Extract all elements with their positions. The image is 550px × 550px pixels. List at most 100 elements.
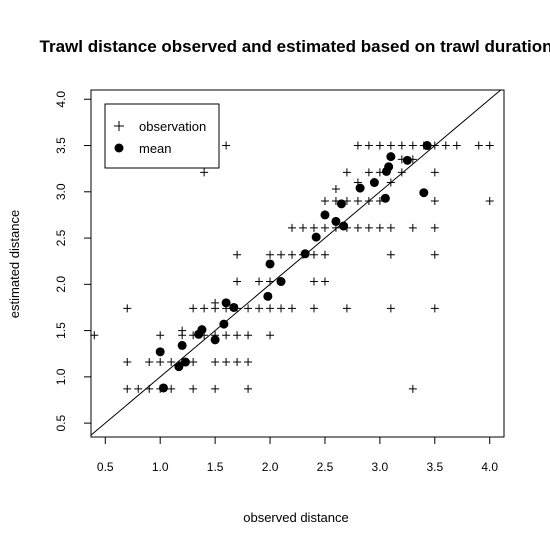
mean-point xyxy=(339,221,349,231)
mean-point xyxy=(219,319,229,329)
observation-point xyxy=(145,358,154,367)
observation-point xyxy=(430,223,439,232)
observation-point xyxy=(430,197,439,206)
x-tick-label: 3.0 xyxy=(372,460,389,474)
plot-frame xyxy=(90,89,505,438)
observation-point xyxy=(189,304,198,313)
observation-point xyxy=(255,304,264,313)
observation-point xyxy=(375,223,384,232)
observation-point xyxy=(309,223,318,232)
mean-point xyxy=(402,155,412,165)
observation-point xyxy=(441,141,450,150)
legend-mean-marker xyxy=(114,143,124,153)
mean-point xyxy=(355,183,365,193)
observation-point xyxy=(386,304,395,313)
observation-point xyxy=(211,298,220,307)
mean-point xyxy=(221,298,231,308)
observation-point xyxy=(288,223,297,232)
mean-point xyxy=(380,193,390,203)
y-tick-label: 3.0 xyxy=(54,183,68,200)
x-axis: 0.5 1.0 1.5 2.0 2.5 3.0 3.5 4.0 xyxy=(97,437,498,474)
observation-point xyxy=(397,168,406,177)
x-axis-label: observed distance xyxy=(243,510,349,525)
observation-point xyxy=(408,223,417,232)
y-tick-label: 1.5 xyxy=(54,322,68,339)
mean-point xyxy=(263,291,273,301)
mean-point xyxy=(369,178,379,188)
mean-point xyxy=(336,199,346,209)
observation-point xyxy=(244,331,253,340)
observation-point xyxy=(364,223,373,232)
y-tick-label: 0.5 xyxy=(54,414,68,431)
y-tick-label: 1.0 xyxy=(54,368,68,385)
observation-point xyxy=(408,384,417,393)
observation-point xyxy=(342,168,351,177)
x-tick-label: 4.0 xyxy=(481,460,498,474)
mean-point xyxy=(311,232,321,242)
observation-point xyxy=(364,168,373,177)
observation-point xyxy=(255,277,264,286)
observation-point xyxy=(211,384,220,393)
mean-point xyxy=(265,259,275,269)
observation-point xyxy=(386,223,395,232)
mean-point xyxy=(158,383,168,393)
mean-point xyxy=(419,188,429,198)
observation-point xyxy=(288,250,297,259)
observation-point xyxy=(331,185,340,194)
observation-point xyxy=(320,197,329,206)
observation-point xyxy=(266,331,275,340)
observation-points xyxy=(90,141,494,393)
observation-point xyxy=(288,304,297,313)
x-tick-label: 3.5 xyxy=(426,460,443,474)
observation-point xyxy=(408,141,417,150)
observation-point xyxy=(309,277,318,286)
observation-point xyxy=(397,141,406,150)
observation-point xyxy=(189,384,198,393)
observation-point xyxy=(156,331,165,340)
chart-title: Trawl distance observed and estimated ba… xyxy=(40,37,550,56)
observation-point xyxy=(485,197,494,206)
observation-point xyxy=(123,358,132,367)
observation-point xyxy=(386,250,395,259)
mean-point xyxy=(155,347,165,357)
observation-point xyxy=(266,304,275,313)
observation-point xyxy=(298,223,307,232)
observation-point xyxy=(123,384,132,393)
legend-observation-label: observation xyxy=(139,119,206,134)
observation-point xyxy=(233,277,242,286)
mean-point xyxy=(384,162,394,172)
observation-point xyxy=(244,304,253,313)
observation-point xyxy=(474,141,483,150)
legend-box xyxy=(104,103,220,169)
observation-point xyxy=(386,178,395,187)
observation-point xyxy=(320,223,329,232)
mean-point xyxy=(177,340,187,350)
observation-point xyxy=(266,250,275,259)
observation-point xyxy=(320,277,329,286)
observation-point xyxy=(90,331,99,340)
observation-point xyxy=(364,197,373,206)
mean-point xyxy=(229,302,239,312)
observation-point xyxy=(353,223,362,232)
observation-point xyxy=(353,141,362,150)
plot-area xyxy=(90,89,505,438)
observation-point xyxy=(167,358,176,367)
x-tick-label: 2.0 xyxy=(262,460,279,474)
observation-point xyxy=(189,358,198,367)
x-tick-label: 2.5 xyxy=(317,460,334,474)
observation-point xyxy=(386,141,395,150)
y-tick-label: 3.5 xyxy=(54,137,68,154)
observation-point xyxy=(178,326,187,335)
mean-point xyxy=(174,362,184,372)
observation-point xyxy=(233,331,242,340)
observation-point xyxy=(277,304,286,313)
reference-line-group xyxy=(90,89,502,436)
observation-point xyxy=(200,304,209,313)
observation-point xyxy=(167,384,176,393)
y-axis-label: estimated distance xyxy=(7,210,22,318)
observation-point xyxy=(277,250,286,259)
x-tick-label: 0.5 xyxy=(97,460,114,474)
observation-point xyxy=(266,277,275,286)
observation-point xyxy=(222,141,231,150)
